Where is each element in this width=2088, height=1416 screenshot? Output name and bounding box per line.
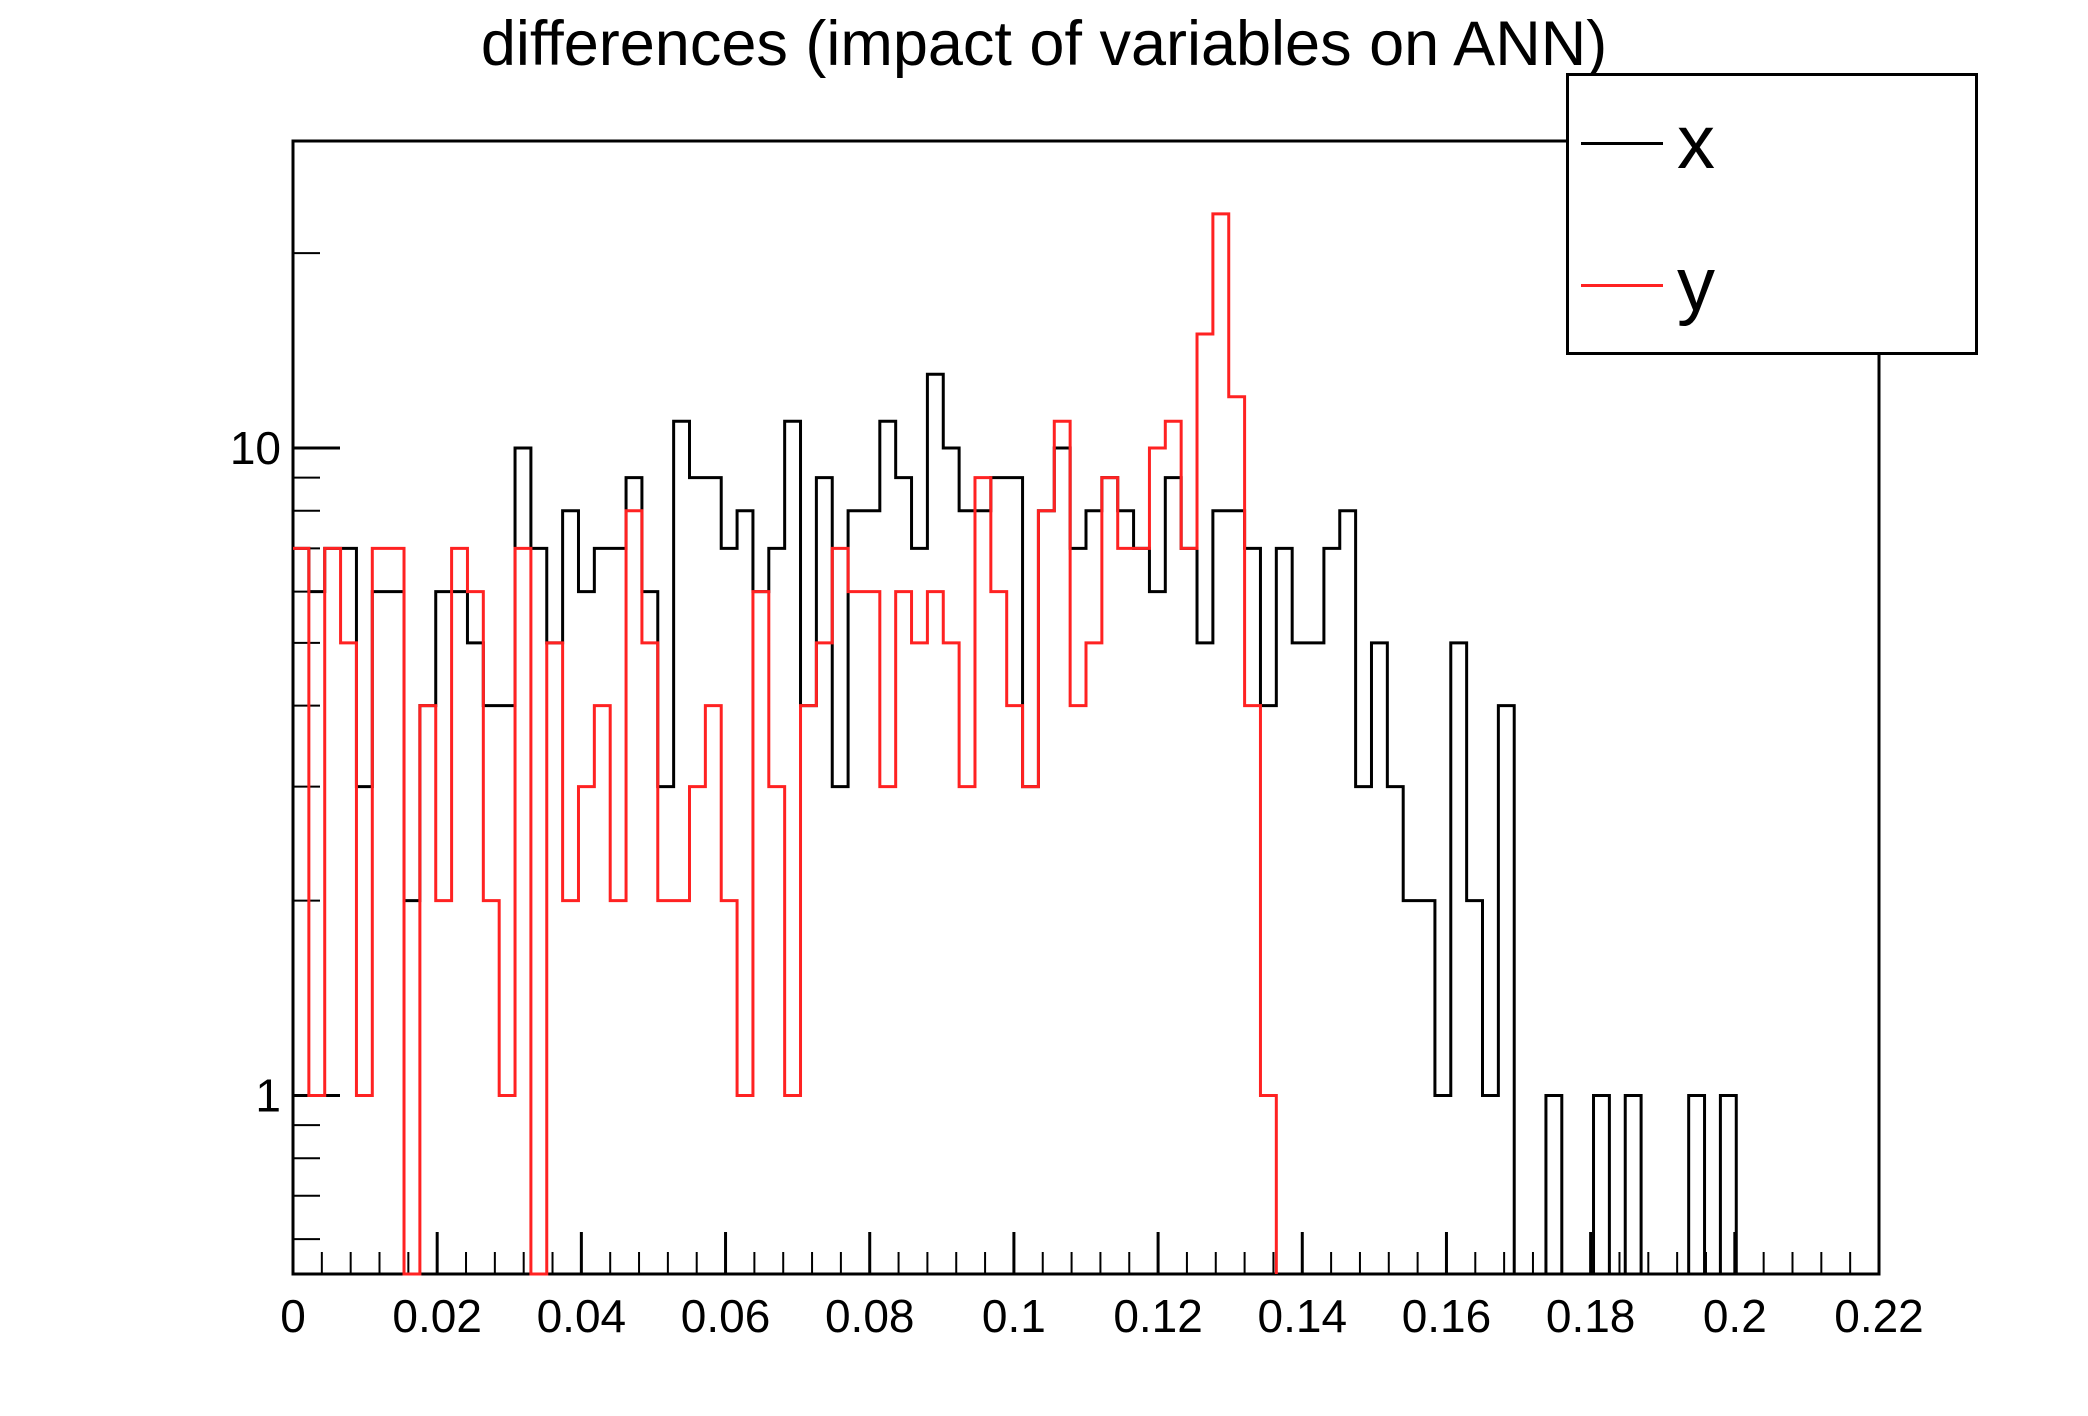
legend-label-x: x [1677,100,1715,185]
legend-label-y: y [1677,242,1715,327]
histogram-series-x [293,372,1879,1276]
x-axis-tick-label: 0.18 [1546,1290,1636,1342]
histogram-series-y [293,212,1278,1276]
x-axis-tick-label: 0.16 [1402,1290,1492,1342]
legend-box: x y [1566,73,1978,355]
y-axis-tick-label: 1 [255,1069,281,1121]
x-axis-tick-label: 0.06 [681,1290,771,1342]
plot-frame [291,139,1881,1276]
legend-line-sample-x [1581,142,1663,145]
legend-entry-x: x [1569,98,1975,188]
x-axis-tick-label: 0.08 [825,1290,915,1342]
x-axis-tick-label: 0.04 [537,1290,627,1342]
plot-title: differences (impact of variables on ANN) [480,9,1608,79]
legend-entry-y: y [1569,240,1975,330]
legend-line-sample-y [1581,284,1663,287]
x-axis-tick-label: 0.14 [1258,1290,1348,1342]
x-axis-tick-label: 0.22 [1834,1290,1924,1342]
y-axis-tick-label: 10 [230,422,281,474]
x-axis-tick-label: 0.12 [1113,1290,1203,1342]
x-axis-tick-label: 0.1 [982,1290,1046,1342]
x-axis-tick-label: 0 [280,1290,306,1342]
x-axis-tick-label: 0.2 [1703,1290,1767,1342]
x-axis-tick-label: 0.02 [392,1290,482,1342]
